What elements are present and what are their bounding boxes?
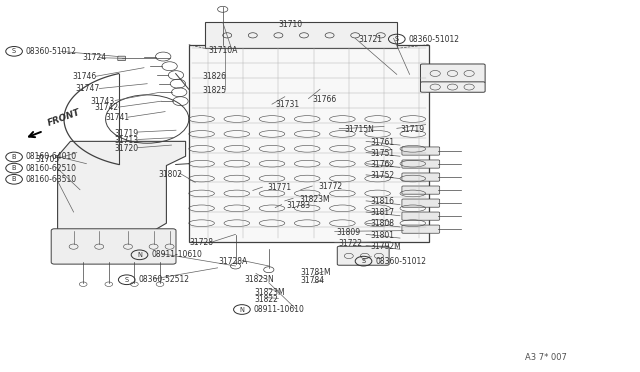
Text: A3 7* 007: A3 7* 007 bbox=[525, 353, 566, 362]
Text: 31742: 31742 bbox=[95, 103, 119, 112]
Text: B: B bbox=[12, 154, 17, 160]
Text: 31762: 31762 bbox=[370, 160, 394, 169]
Text: S: S bbox=[12, 48, 16, 54]
Text: 31722: 31722 bbox=[338, 239, 362, 248]
Text: 08360-51012: 08360-51012 bbox=[375, 257, 426, 266]
Text: 31720: 31720 bbox=[114, 144, 138, 153]
Bar bbox=[205, 22, 397, 48]
Text: 31766: 31766 bbox=[312, 95, 337, 104]
Bar bbox=[189, 45, 429, 242]
Text: FRONT: FRONT bbox=[46, 108, 81, 128]
Text: 31825: 31825 bbox=[202, 86, 227, 94]
Text: 31823M: 31823M bbox=[255, 288, 285, 296]
Text: 31784: 31784 bbox=[301, 276, 325, 285]
Text: 31783: 31783 bbox=[287, 201, 311, 210]
Text: 31731: 31731 bbox=[275, 100, 300, 109]
Text: 08360-52512: 08360-52512 bbox=[138, 275, 189, 284]
Text: 31823N: 31823N bbox=[244, 275, 274, 284]
FancyBboxPatch shape bbox=[402, 225, 440, 233]
Text: 31816: 31816 bbox=[370, 197, 394, 206]
Polygon shape bbox=[58, 141, 186, 234]
Text: 31728A: 31728A bbox=[219, 257, 248, 266]
Text: N: N bbox=[137, 252, 142, 258]
FancyBboxPatch shape bbox=[402, 199, 440, 207]
Text: B: B bbox=[12, 176, 17, 182]
Text: 31822: 31822 bbox=[255, 295, 278, 304]
Text: 31781M: 31781M bbox=[301, 268, 332, 277]
Text: 31721: 31721 bbox=[358, 35, 383, 44]
Text: S: S bbox=[395, 36, 399, 42]
Text: 31808: 31808 bbox=[370, 219, 394, 228]
Text: B: B bbox=[12, 165, 17, 171]
Text: 31710: 31710 bbox=[278, 20, 303, 29]
Text: 31817: 31817 bbox=[370, 208, 394, 217]
Text: 31801: 31801 bbox=[370, 231, 394, 240]
FancyBboxPatch shape bbox=[402, 212, 440, 220]
Text: N: N bbox=[239, 307, 244, 312]
Text: 08360-51012: 08360-51012 bbox=[408, 35, 460, 44]
Text: 08160-63510: 08160-63510 bbox=[26, 175, 77, 184]
FancyBboxPatch shape bbox=[337, 246, 389, 265]
Text: 31705: 31705 bbox=[35, 155, 60, 164]
Text: 31752: 31752 bbox=[370, 171, 394, 180]
Text: 31809: 31809 bbox=[336, 228, 360, 237]
Text: 31772: 31772 bbox=[319, 182, 343, 191]
Text: 31728: 31728 bbox=[189, 238, 214, 247]
Text: 31710A: 31710A bbox=[209, 46, 238, 55]
Text: 08911-10610: 08911-10610 bbox=[151, 250, 202, 259]
Text: 31826: 31826 bbox=[202, 72, 227, 81]
FancyBboxPatch shape bbox=[402, 173, 440, 181]
FancyBboxPatch shape bbox=[402, 186, 440, 194]
Text: 31761: 31761 bbox=[370, 138, 394, 147]
Text: 31792M: 31792M bbox=[370, 242, 401, 251]
Text: 31724: 31724 bbox=[82, 53, 106, 62]
FancyBboxPatch shape bbox=[118, 56, 125, 61]
Text: 31802: 31802 bbox=[159, 170, 183, 179]
Text: S: S bbox=[125, 277, 129, 283]
Text: 31715N: 31715N bbox=[344, 125, 374, 134]
Text: 31751: 31751 bbox=[370, 149, 394, 158]
Text: S: S bbox=[362, 258, 365, 264]
Text: 08160-64010: 08160-64010 bbox=[26, 153, 77, 161]
FancyBboxPatch shape bbox=[402, 160, 440, 168]
Text: 31747: 31747 bbox=[76, 84, 100, 93]
Text: 08911-10610: 08911-10610 bbox=[253, 305, 304, 314]
Text: 31741: 31741 bbox=[106, 113, 130, 122]
Text: 31771: 31771 bbox=[268, 183, 292, 192]
Text: 31719: 31719 bbox=[114, 129, 138, 138]
FancyBboxPatch shape bbox=[420, 64, 485, 83]
Text: 08160-62510: 08160-62510 bbox=[26, 164, 77, 173]
FancyBboxPatch shape bbox=[402, 147, 440, 155]
Text: 31713: 31713 bbox=[114, 136, 138, 145]
Text: 31823M: 31823M bbox=[300, 195, 330, 203]
FancyBboxPatch shape bbox=[420, 82, 485, 92]
Text: 08360-51012: 08360-51012 bbox=[26, 47, 77, 56]
Text: 31719: 31719 bbox=[400, 125, 424, 134]
FancyBboxPatch shape bbox=[51, 229, 176, 264]
Text: 31743: 31743 bbox=[91, 97, 115, 106]
Text: 31746: 31746 bbox=[72, 72, 97, 81]
